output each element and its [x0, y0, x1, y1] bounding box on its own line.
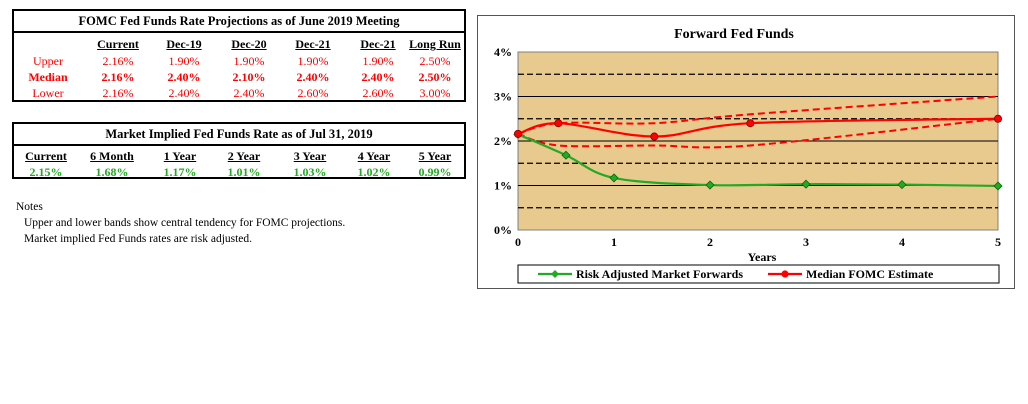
fomc-header-dec19: Dec-19 [166, 37, 202, 51]
fomc-header-dec20: Dec-20 [231, 37, 267, 51]
fomc-cell: 2.10% [232, 70, 266, 84]
fomc-cell: 2.40% [168, 86, 200, 100]
market-header: 5 Year [418, 149, 452, 163]
x-tick-label: 3 [803, 235, 809, 249]
legend-swatch-marker [781, 270, 789, 278]
fomc-header-dec21: Dec-21 [295, 37, 331, 51]
x-axis-label: Years [748, 250, 777, 264]
forward-fed-funds-chart: Forward Fed Funds 0% 1% 2% 3% 4% 0 1 2 3 4 5 Years Ri… [477, 15, 1015, 289]
market-header: 4 Year [357, 149, 391, 163]
y-tick-label: 2% [494, 134, 512, 148]
fomc-cell: 1.90% [168, 54, 200, 68]
data-point-marker [561, 150, 571, 160]
market-table-title: Market Implied Fed Funds Rate as of Jul … [14, 124, 464, 146]
fomc-cell: 2.16% [102, 86, 134, 100]
fomc-row-label-lower: Lower [32, 86, 64, 100]
fomc-cell: 1.90% [362, 54, 394, 68]
fomc-table-title: FOMC Fed Funds Rate Projections as of Ju… [14, 11, 464, 33]
fomc-cell: 1.90% [297, 54, 329, 68]
data-point-marker [554, 119, 563, 128]
y-tick-label: 4% [494, 45, 512, 59]
notes-line: Upper and lower bands show central tende… [24, 217, 346, 229]
notes-heading: Notes [16, 201, 43, 213]
market-header: Current [25, 149, 67, 163]
fomc-table-grid: Current Dec-19 Dec-20 Dec-21 Dec-21 Long… [14, 33, 464, 102]
y-tick-label: 0% [494, 223, 512, 237]
fomc-header-dec21b: Dec-21 [360, 37, 396, 51]
data-point-marker [705, 180, 715, 190]
market-table-grid: Current 6 Month 1 Year 2 Year 3 Year 4 Y… [14, 146, 464, 179]
fomc-cell: 2.16% [101, 70, 135, 84]
fomc-header-current: Current [97, 37, 139, 51]
notes: Notes Upper and lower bands show central… [16, 199, 345, 247]
market-header: 1 Year [163, 149, 197, 163]
fomc-row-label-median: Median [28, 70, 68, 84]
data-point-marker [993, 181, 1003, 191]
fomc-cell: 2.16% [102, 54, 134, 68]
fomc-cell: 2.50% [418, 70, 452, 84]
fomc-cell: 3.00% [419, 86, 451, 100]
market-header: 3 Year [293, 149, 327, 163]
market-value: 1.03% [293, 165, 327, 179]
fomc-cell: 2.40% [296, 70, 330, 84]
data-point-marker [994, 114, 1003, 123]
fomc-cell: 2.40% [361, 70, 395, 84]
data-point-marker [746, 119, 755, 128]
x-tick-label: 1 [611, 235, 617, 249]
market-value: 1.02% [357, 165, 391, 179]
fomc-cell: 2.60% [297, 86, 329, 100]
market-value: 0.99% [418, 165, 452, 179]
legend-label: Risk Adjusted Market Forwards [576, 267, 743, 281]
fomc-cell: 2.60% [362, 86, 394, 100]
x-tick-label: 2 [707, 235, 713, 249]
y-tick-label: 1% [494, 179, 512, 193]
market-header: 2 Year [227, 149, 261, 163]
legend-swatch-marker [551, 270, 559, 278]
fomc-cell: 1.90% [233, 54, 265, 68]
data-point-marker [514, 129, 523, 138]
fomc-projections-table: FOMC Fed Funds Rate Projections as of Ju… [12, 9, 466, 102]
market-implied-table: Market Implied Fed Funds Rate as of Jul … [12, 122, 466, 179]
notes-line: Market implied Fed Funds rates are risk … [24, 233, 253, 245]
fomc-cell: 2.40% [233, 86, 265, 100]
fomc-header-longrun: Long Run [409, 37, 461, 51]
market-value: 1.01% [227, 165, 261, 179]
chart-svg: Forward Fed Funds 0% 1% 2% 3% 4% 0 1 2 3 4 5 Years Ri… [494, 27, 1003, 284]
legend-box [517, 264, 1000, 284]
market-value: 1.68% [95, 165, 129, 179]
x-tick-label: 0 [515, 235, 521, 249]
x-tick-label: 4 [899, 235, 905, 249]
fomc-cell: 2.50% [419, 54, 451, 68]
x-tick-label: 5 [995, 235, 1001, 249]
y-tick-label: 3% [494, 90, 512, 104]
data-point-marker [650, 132, 659, 141]
legend-label: Median FOMC Estimate [806, 267, 934, 281]
market-value: 1.17% [163, 165, 197, 179]
chart-title: Forward Fed Funds [674, 27, 794, 42]
data-point-marker [801, 179, 811, 189]
fomc-row-label-upper: Upper [33, 54, 63, 68]
series-line-fomc-band [517, 117, 999, 149]
data-point-marker [897, 180, 907, 190]
market-header: 6 Month [90, 149, 134, 163]
market-value: 2.15% [29, 165, 63, 179]
fomc-cell: 2.40% [167, 70, 201, 84]
data-point-marker [609, 173, 619, 183]
